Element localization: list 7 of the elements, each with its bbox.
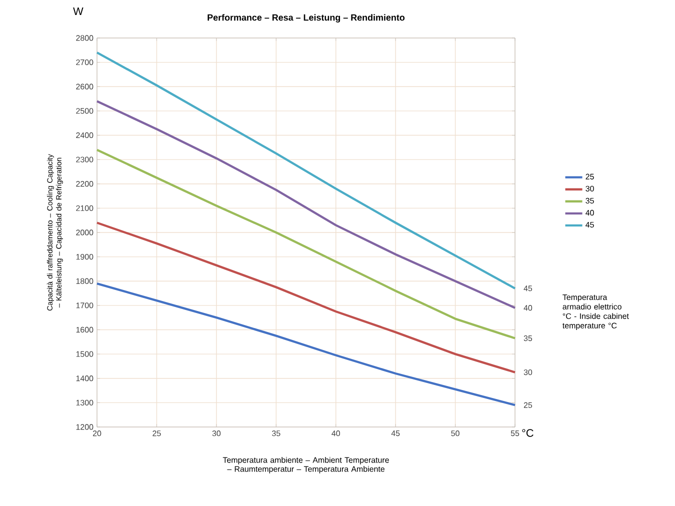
text: °C — [522, 429, 534, 437]
text: W — [73, 7, 84, 16]
chart-title: Performance – Resa – Leistung – Rendimiento — [208, 14, 405, 22]
line-series — [96, 100, 516, 309]
line-series — [96, 222, 516, 374]
line-series — [96, 51, 516, 290]
line-series — [96, 282, 516, 406]
